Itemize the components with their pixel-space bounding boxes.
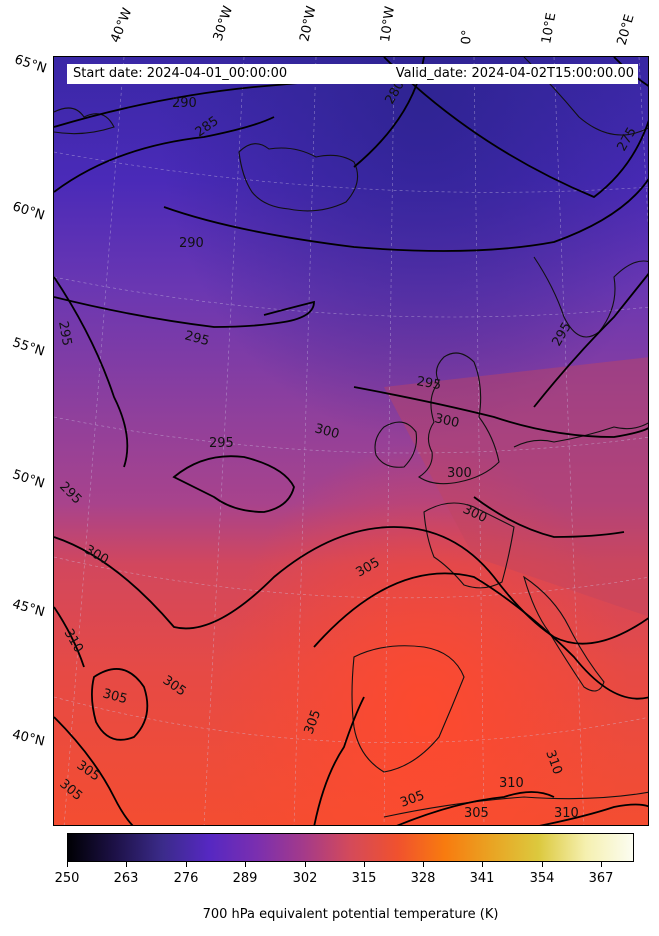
colorbar-tickmark (186, 862, 187, 867)
contour-295-east (533, 273, 648, 408)
contour-label: 300 (433, 411, 460, 431)
contour-285 (54, 116, 275, 193)
longitude-label: 30°W (210, 4, 237, 43)
contour-295-mid (54, 296, 315, 328)
contour-305-arc (313, 572, 648, 700)
contour-310-south (396, 791, 555, 825)
valid-date-label: Valid_date: 2024-04-02T15:00:00.00 (367, 64, 638, 84)
colorbar-label: 700 hPa equivalent potential temperature… (202, 907, 499, 922)
contour-label: 310 (554, 806, 579, 821)
france-coast (423, 502, 515, 589)
map-panel: 290 285 280 275 290 295 295 295 300 300 … (53, 56, 649, 826)
iberia-coast (351, 645, 465, 773)
contour-label: 295 (415, 374, 442, 393)
colorbar-tickmark (364, 862, 365, 867)
contour-300-front (353, 386, 648, 438)
contour-label: 310 (499, 776, 524, 791)
colorbar-tickmark (423, 862, 424, 867)
contour-label: 290 (172, 96, 197, 111)
colorbar (67, 833, 634, 862)
colorbar-tick-label: 328 (410, 871, 436, 886)
contour-290 (163, 178, 648, 252)
contour-305-iberia (313, 696, 365, 825)
great-britain-coast (418, 352, 500, 485)
colorbar-tick-label: 354 (529, 871, 555, 886)
colorbar-tickmark (67, 862, 68, 867)
start-date-label: Start date: 2024-04-01_00:00:00 (67, 64, 373, 84)
colorbar-tickmark (601, 862, 602, 867)
colorbar-tick-label: 276 (173, 871, 199, 886)
latitude-label: 55°N (10, 335, 47, 360)
latitude-label: 50°N (10, 467, 47, 492)
colorbar-tick-label: 341 (469, 871, 495, 886)
colorbar-tickmark (305, 862, 306, 867)
colorbar-tick-label: 302 (292, 871, 318, 886)
colorbar-tick-label: 263 (113, 871, 139, 886)
colorbar-tick-label: 315 (351, 871, 377, 886)
latitude-label: 65°N (12, 52, 49, 77)
contour-label: 305 (464, 806, 489, 821)
colorbar-tick-label: 250 (54, 871, 80, 886)
contour-label: 290 (179, 236, 204, 251)
contours (54, 57, 648, 825)
contour-label: 295 (55, 320, 74, 347)
contour-305-loop (91, 668, 149, 741)
longitude-label: 10°E (539, 11, 560, 45)
cutoff-low-loop (172, 455, 295, 513)
longitude-label: 10°W (378, 5, 398, 43)
iceland-coast (238, 143, 359, 212)
colorbar-tick-label: 367 (588, 871, 614, 886)
colorbar-tickmark (542, 862, 543, 867)
contour-label: 295 (209, 436, 234, 451)
contour-label: 300 (447, 466, 472, 481)
colorbar-tick-label: 289 (232, 871, 258, 886)
graticule (54, 57, 648, 825)
contour-300-south (473, 496, 625, 538)
contour-305-sw (54, 716, 134, 825)
colorbar-tickmark (245, 862, 246, 867)
north-africa-coast (383, 791, 648, 818)
longitude-label: 20°W (297, 4, 320, 43)
latitude-label: 45°N (10, 596, 47, 621)
contour-295-low (54, 276, 129, 468)
latitude-label: 40°N (10, 727, 47, 750)
contour-310-se (539, 803, 648, 825)
contour-label: 305 (101, 686, 129, 707)
latitude-label: 60°N (10, 199, 47, 224)
longitude-label: 0° (459, 29, 476, 45)
longitude-label: 20°E (614, 12, 638, 47)
longitude-label: 40°W (108, 6, 136, 45)
colorbar-tickmark (126, 862, 127, 867)
warm-wedge-east (384, 357, 648, 617)
ireland-coast (374, 421, 418, 468)
contour-label: 300 (313, 421, 341, 442)
italy-coast (523, 575, 605, 692)
contour-275 (383, 57, 648, 199)
contour-310-west (54, 606, 85, 668)
theta-e-field-map: 290 285 280 275 290 295 295 295 300 300 … (54, 57, 648, 825)
contour-label: 295 (183, 328, 211, 349)
colorbar-tickmark (482, 862, 483, 867)
